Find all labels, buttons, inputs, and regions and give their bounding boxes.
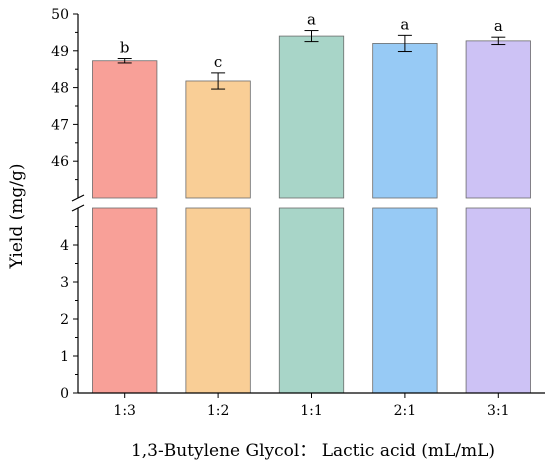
- bar-1:1-lower: [278, 207, 345, 394]
- y-tick-label-4: 4: [60, 238, 69, 254]
- significance-label-3:1: a: [494, 17, 503, 35]
- y-axis-title: Yield (mg/g): [7, 163, 27, 269]
- bar-2:1-lower: [372, 207, 438, 394]
- x-tick-label-2:1: 2:1: [394, 403, 417, 419]
- axes-layer: [73, 13, 545, 398]
- significance-label-1:2: c: [214, 53, 222, 71]
- y-tick-label-0: 0: [60, 386, 69, 402]
- x-tick-label-1:3: 1:3: [113, 403, 136, 419]
- bar-3:1-lower: [465, 207, 531, 394]
- bar-1:3: [92, 60, 158, 199]
- y-tick-label-50: 50: [51, 7, 69, 23]
- x-tick-label-1:1: 1:1: [300, 403, 323, 419]
- error-bars-layer: [117, 30, 506, 90]
- axis-break-layer: [71, 194, 85, 212]
- significance-label-1:1: a: [307, 11, 316, 29]
- bar-1:3-lower: [92, 207, 158, 394]
- bar-2:1: [372, 43, 438, 199]
- y-tick-label-48: 48: [51, 81, 69, 97]
- x-tick-label-3:1: 3:1: [487, 403, 510, 419]
- bar-1:1: [278, 35, 345, 199]
- bar-1:2: [185, 80, 251, 199]
- x-axis-title: 1,3-Butylene Glycol： Lactic acid (mL/mL): [131, 441, 495, 461]
- labels-layer: b 1:3 c 1:2 a 1:1 a 2:1 a 3:1 46 47 48 49 50 0 1 2 3 4: [51, 7, 509, 419]
- y-tick-label-3: 3: [60, 275, 69, 291]
- axis-break-mark-upper: [71, 194, 85, 202]
- y-tick-label-46: 46: [51, 154, 69, 170]
- y-tick-label-1: 1: [60, 349, 69, 365]
- y-tick-label-47: 47: [51, 117, 69, 133]
- bars-layer: [92, 35, 531, 394]
- y-tick-label-2: 2: [60, 312, 69, 328]
- significance-label-1:3: b: [120, 39, 130, 57]
- x-tick-label-1:2: 1:2: [207, 403, 230, 419]
- bar-3:1: [465, 40, 531, 199]
- significance-label-2:1: a: [400, 15, 409, 33]
- bar-1:2-lower: [185, 207, 251, 394]
- y-tick-label-49: 49: [51, 44, 69, 60]
- axis-break-mark-lower: [71, 204, 85, 212]
